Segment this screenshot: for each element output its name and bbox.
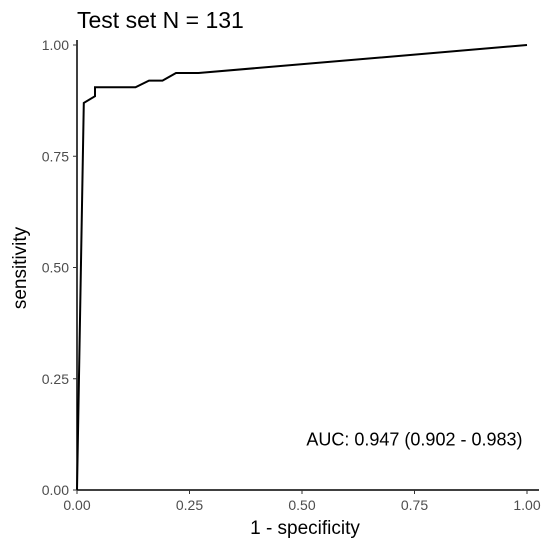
x-tick-label: 0.50 — [288, 497, 315, 513]
y-tick-label: 0.00 — [42, 482, 69, 498]
x-axis: 0.00 0.25 0.50 0.75 1.00 — [63, 489, 541, 513]
roc-curve-line — [76, 44, 528, 491]
y-tick-label: 0.75 — [42, 148, 69, 164]
y-axis-title: sensitivity — [10, 226, 31, 309]
x-tick-label: 0.25 — [176, 497, 203, 513]
y-axis: 0.00 0.25 0.50 0.75 1.00 — [42, 37, 78, 498]
x-tick-label: 0.00 — [63, 497, 90, 513]
plot-area — [76, 44, 528, 491]
x-tick-label: 1.00 — [513, 497, 540, 513]
y-tick-label: 0.50 — [42, 260, 69, 276]
auc-annotation: AUC: 0.947 (0.902 - 0.983) — [306, 430, 522, 450]
x-axis-title: 1 - specificity — [250, 518, 360, 539]
y-tick-label: 0.25 — [42, 371, 69, 387]
chart-title: Test set N = 131 — [77, 7, 244, 33]
x-tick-label: 0.75 — [401, 497, 428, 513]
y-tick-label: 1.00 — [42, 37, 69, 53]
